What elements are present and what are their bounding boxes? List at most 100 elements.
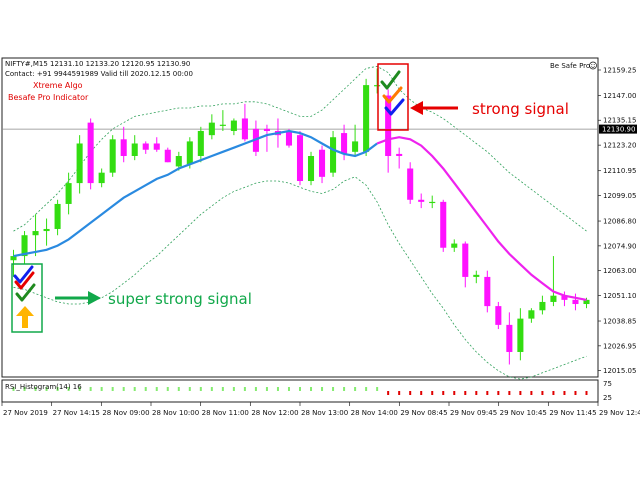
- candle-body: [429, 201, 436, 204]
- candle-body: [21, 235, 28, 257]
- candle-body: [385, 95, 392, 156]
- rsi-histogram-bar: [276, 387, 279, 391]
- candle-body: [561, 295, 568, 300]
- price-tick-label: 12123.20: [603, 142, 636, 150]
- time-tick-label: 27 Nov 2019: [3, 409, 48, 417]
- candle: [418, 193, 425, 209]
- rsi-histogram-bar: [265, 387, 268, 391]
- price-tick-label: 12099.05: [603, 192, 636, 200]
- candle: [109, 135, 116, 177]
- candle: [462, 241, 469, 288]
- rsi-histogram-bar: [133, 387, 136, 391]
- super-strong-signal-arrow-icon: [55, 291, 101, 305]
- candle-body: [153, 143, 160, 150]
- candle: [230, 118, 237, 136]
- rsi-histogram-bar: [442, 391, 445, 395]
- rsi-histogram-bar: [232, 387, 235, 391]
- symbol-quote-line: NIFTY#,M15 12131.10 12133.20 12120.95 12…: [5, 60, 190, 68]
- rsi-histogram-label: RSI_Histogram(14) 16: [5, 383, 82, 391]
- candle-body: [230, 120, 237, 131]
- time-tick-label: 28 Nov 09:00: [102, 409, 149, 417]
- candle-body: [109, 139, 116, 173]
- candle-body: [495, 306, 502, 325]
- candle-body: [407, 168, 414, 200]
- candle-body: [98, 172, 105, 184]
- candle: [65, 172, 72, 215]
- candle-body: [87, 122, 94, 184]
- candle-body: [43, 228, 50, 232]
- candle: [76, 135, 83, 194]
- candle: [528, 308, 535, 323]
- lower-band-line: [13, 176, 587, 380]
- candle-body: [65, 183, 72, 204]
- candle-body: [263, 128, 270, 131]
- upper-band-line: [13, 65, 587, 232]
- rsi-histogram-bar: [552, 391, 555, 395]
- candle: [197, 126, 204, 163]
- candle: [87, 118, 94, 190]
- moving-average-line: [13, 129, 587, 301]
- candle: [539, 295, 546, 315]
- rsi-histogram-bar: [376, 387, 379, 391]
- rsi-scale-top: 75: [603, 380, 612, 388]
- candle-body: [341, 133, 348, 154]
- rsi-histogram-bar: [508, 391, 511, 395]
- candle-body: [307, 155, 315, 182]
- rsi-histogram-bar: [210, 387, 213, 391]
- candle-body: [142, 143, 149, 150]
- time-tick-label: 28 Nov 14:00: [351, 409, 398, 417]
- rsi-histogram-bar: [23, 387, 26, 391]
- candle-body: [451, 243, 458, 248]
- rsi-histogram-bar: [34, 387, 37, 391]
- rsi-histogram-bar: [100, 387, 103, 391]
- candle: [517, 308, 524, 361]
- rsi-histogram-bar: [89, 387, 92, 391]
- ma-falling-segment: [376, 136, 587, 301]
- rsi-histogram-bar: [585, 391, 588, 395]
- candle: [54, 199, 61, 236]
- time-axis: 27 Nov 2019 27 Nov 14:15 28 Nov 09:00 28 No…: [1, 402, 640, 417]
- candle: [429, 195, 436, 209]
- candle: [296, 130, 304, 186]
- candle-body: [197, 130, 204, 156]
- rsi-histogram-bar: [177, 387, 180, 391]
- super-strong-signal-checkmark-icons: [13, 265, 36, 302]
- candle-body: [528, 310, 535, 319]
- rsi-histogram-bar: [166, 387, 169, 391]
- candle: [32, 214, 39, 257]
- candle-body: [175, 155, 182, 167]
- current-price-label: 12130.90: [602, 126, 635, 134]
- candle-body: [572, 299, 579, 305]
- candle-body: [10, 256, 17, 261]
- price-tick-label: 12147.00: [603, 92, 636, 100]
- rsi-histogram-bar: [475, 391, 478, 395]
- candle: [98, 168, 105, 188]
- candle-body: [219, 124, 226, 126]
- rsi-histogram-bar: [530, 391, 533, 395]
- candle: [330, 130, 337, 177]
- time-tick-label: 28 Nov 10:00: [152, 409, 199, 417]
- rsi-histogram-bar: [519, 391, 522, 395]
- candle-body: [440, 201, 447, 248]
- candle: [451, 239, 458, 252]
- candle: [374, 68, 381, 94]
- rsi-histogram-bar: [254, 387, 257, 391]
- candle: [572, 293, 579, 311]
- rsi-histogram-bar: [387, 391, 390, 395]
- candle: [407, 162, 414, 204]
- candle-body: [186, 141, 193, 165]
- rsi-histogram-bar: [56, 387, 59, 391]
- time-tick-label: 28 Nov 11:00: [202, 409, 249, 417]
- candle-body: [296, 135, 304, 182]
- rsi-histogram-bar: [343, 387, 346, 391]
- rsi-histogram-bar: [541, 391, 544, 395]
- candle: [241, 103, 248, 142]
- rsi-histogram-bar: [287, 387, 290, 391]
- time-tick-label: 29 Nov 08:45: [400, 409, 447, 417]
- candle-body: [285, 130, 293, 146]
- rsi-histogram-bar: [497, 391, 500, 395]
- rsi-histogram-bar: [144, 387, 147, 391]
- candle: [484, 270, 491, 313]
- rsi-histogram-bar: [67, 387, 70, 391]
